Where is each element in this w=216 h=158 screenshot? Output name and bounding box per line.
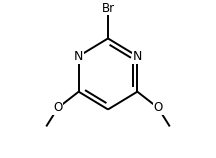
- Text: N: N: [74, 50, 83, 63]
- Text: O: O: [154, 101, 163, 114]
- Text: N: N: [133, 50, 142, 63]
- Text: O: O: [53, 101, 62, 114]
- Text: Br: Br: [102, 2, 115, 15]
